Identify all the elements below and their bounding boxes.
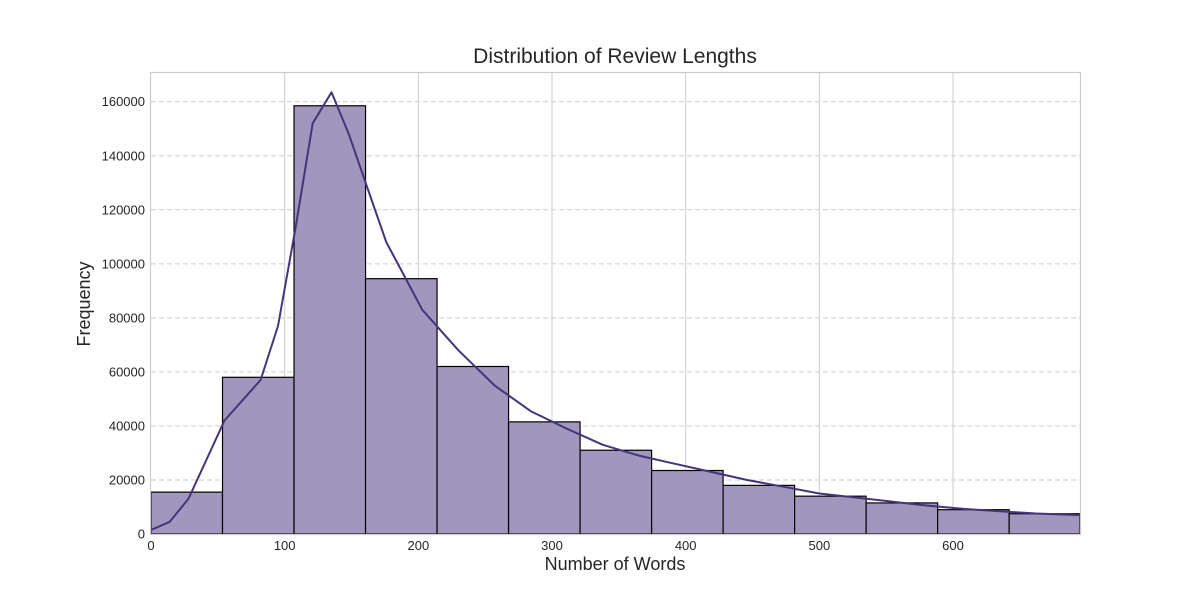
histogram-bar: [722, 484, 796, 535]
y-tick-label: 0: [138, 527, 145, 542]
y-tick-label: 160000: [102, 94, 145, 109]
histogram-bar: [794, 495, 867, 535]
x-tick-label: 200: [407, 538, 429, 553]
y-tick-labels: 0 20000 40000 60000 80000 100000 120000 140000 1…: [102, 94, 145, 541]
x-tick-labels: 0 100 200 300 400 500 600: [147, 538, 963, 553]
histogram-bar: [650, 469, 724, 535]
histogram-bar: [150, 491, 224, 535]
y-tick-label: 40000: [109, 418, 145, 433]
x-tick-label: 0: [147, 538, 154, 553]
y-tick-label: 120000: [102, 202, 145, 217]
y-tick-label: 100000: [102, 256, 145, 271]
x-tick-label: 500: [808, 538, 830, 553]
chart-title: Distribution of Review Lengths: [473, 45, 757, 68]
x-tick-label: 400: [675, 538, 697, 553]
histogram-bar: [436, 365, 510, 535]
y-axis-label: Frequency: [74, 261, 94, 346]
histogram-bar: [865, 502, 939, 535]
histogram-bar: [579, 449, 653, 535]
histogram-bar: [1008, 513, 1081, 535]
y-tick-label: 140000: [102, 148, 145, 163]
histogram-bar: [293, 105, 367, 535]
histogram-bars: [150, 105, 1081, 535]
y-tick-label: 60000: [109, 364, 145, 379]
histogram-bar: [221, 376, 295, 535]
y-tick-label: 80000: [109, 310, 145, 325]
histogram-bar: [937, 509, 1010, 535]
plot-frame: [149, 71, 1082, 536]
y-tick-label: 20000: [109, 472, 145, 487]
x-tick-label: 100: [274, 538, 296, 553]
x-tick-label: 600: [942, 538, 964, 553]
kde-curve: [150, 91, 1081, 531]
x-axis-label: Number of Words: [545, 554, 686, 574]
kde-curve-layer: [150, 91, 1081, 531]
histogram-bar: [507, 421, 581, 535]
histogram-bar: [364, 278, 438, 535]
x-tick-label: 300: [541, 538, 563, 553]
